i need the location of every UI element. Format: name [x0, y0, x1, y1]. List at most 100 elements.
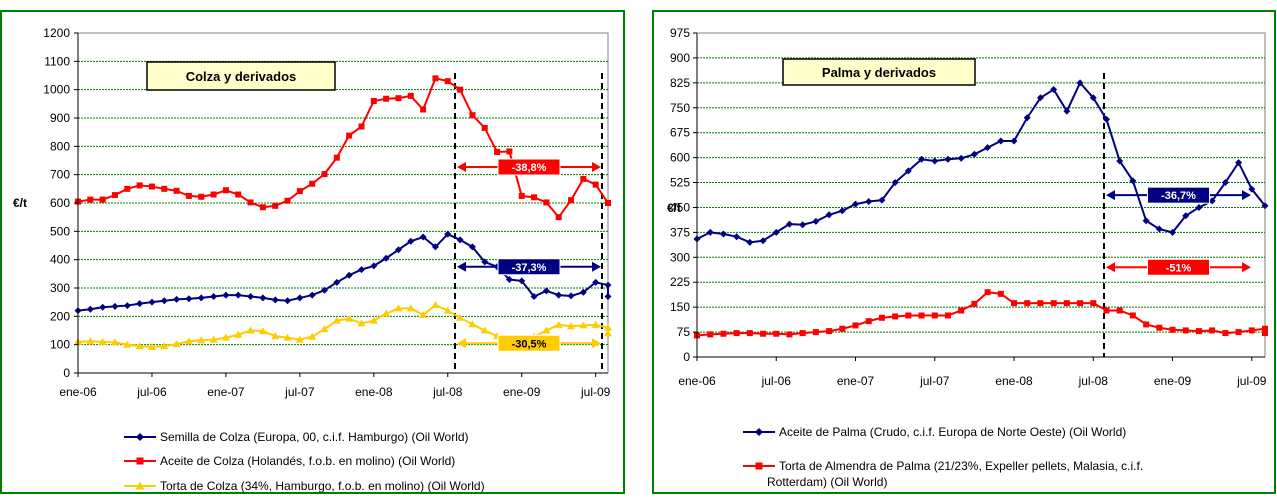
data-point [86, 337, 95, 345]
x-tick-label: ene-09 [503, 385, 541, 399]
change-label: -37,3% [512, 262, 547, 274]
data-point [99, 196, 106, 203]
data-point [457, 86, 464, 93]
data-point [604, 329, 612, 337]
y-tick-label: 300 [670, 250, 690, 264]
data-point [172, 340, 181, 348]
data-point [746, 238, 754, 246]
data-point [865, 318, 872, 325]
data-point [321, 286, 329, 294]
data-point [707, 331, 714, 338]
data-point [420, 106, 427, 113]
data-point [506, 148, 513, 155]
data-point [136, 182, 143, 189]
data-point [247, 199, 254, 206]
data-point [444, 230, 452, 238]
data-point [1182, 327, 1189, 334]
y-tick-label: 750 [670, 101, 690, 115]
data-point [111, 192, 118, 199]
data-point [222, 187, 229, 194]
x-tick-label: jul-06 [136, 385, 167, 399]
data-point [284, 197, 291, 204]
data-point [295, 335, 304, 343]
data-point [308, 332, 317, 340]
data-point [406, 304, 415, 312]
data-point [271, 332, 280, 340]
data-point [720, 330, 727, 337]
data-point [147, 342, 156, 350]
data-point [997, 137, 1005, 145]
y-tick-label: 0 [683, 350, 690, 364]
data-point [394, 246, 402, 254]
data-point [505, 276, 513, 283]
legend-marker [755, 428, 763, 436]
data-point [1077, 300, 1084, 307]
data-point [481, 258, 489, 266]
data-point [383, 95, 390, 102]
y-tick-label: 0 [63, 366, 70, 380]
data-point [234, 330, 243, 338]
y-tick-label: 900 [670, 51, 690, 65]
data-point [931, 312, 938, 319]
x-tick-label: jul-06 [761, 374, 792, 388]
data-point [1023, 114, 1031, 122]
data-point [136, 300, 144, 308]
y-tick-label: 1000 [43, 83, 70, 97]
data-point [419, 310, 428, 318]
data-point [706, 228, 714, 236]
x-tick-label: jul-07 [919, 374, 950, 388]
y-tick-label: 225 [670, 275, 690, 289]
data-point [222, 291, 230, 299]
data-point [345, 271, 353, 279]
data-point [568, 197, 575, 204]
change-label-box [497, 334, 561, 352]
data-point [1129, 312, 1136, 319]
data-point [124, 185, 131, 192]
data-point [878, 196, 886, 204]
data-point [382, 254, 390, 262]
data-point [1143, 321, 1150, 328]
data-point [370, 262, 378, 270]
data-point [321, 171, 328, 178]
x-tick-label: ene-07 [837, 374, 875, 388]
data-point [259, 204, 266, 211]
data-point [456, 313, 465, 321]
data-point [554, 320, 563, 328]
data-point [1222, 330, 1229, 337]
x-tick-label: jul-09 [580, 385, 611, 399]
data-point [838, 207, 846, 215]
data-point [358, 123, 365, 130]
legend-marker [755, 462, 763, 470]
y-tick-label: 975 [670, 26, 690, 40]
data-point [826, 328, 833, 335]
data-point [604, 323, 612, 331]
change-label-box [497, 258, 561, 276]
data-point [1076, 79, 1084, 87]
arrow-head [592, 338, 601, 349]
legend-label: Aceite de Colza (Holandés, f.o.b. en mol… [160, 454, 455, 468]
y-tick-label: 600 [670, 151, 690, 165]
data-point [173, 187, 180, 194]
data-point [733, 330, 740, 337]
data-point [431, 243, 439, 251]
data-point [957, 154, 965, 162]
data-point [984, 289, 991, 296]
data-point [259, 294, 267, 302]
data-point [184, 337, 193, 345]
data-point [591, 320, 600, 328]
arrow-head [1242, 190, 1251, 201]
data-point [542, 287, 550, 295]
y-tick-label: 75 [677, 325, 691, 339]
data-point [567, 292, 575, 300]
data-point [1116, 157, 1124, 165]
data-point [1010, 137, 1018, 145]
data-point [346, 132, 353, 139]
data-point [111, 302, 119, 310]
data-point [852, 200, 860, 208]
data-point [839, 325, 846, 332]
data-point [1011, 300, 1018, 307]
data-point [530, 293, 538, 300]
data-point [719, 230, 727, 238]
data-point [258, 327, 267, 335]
data-point [1103, 307, 1110, 314]
